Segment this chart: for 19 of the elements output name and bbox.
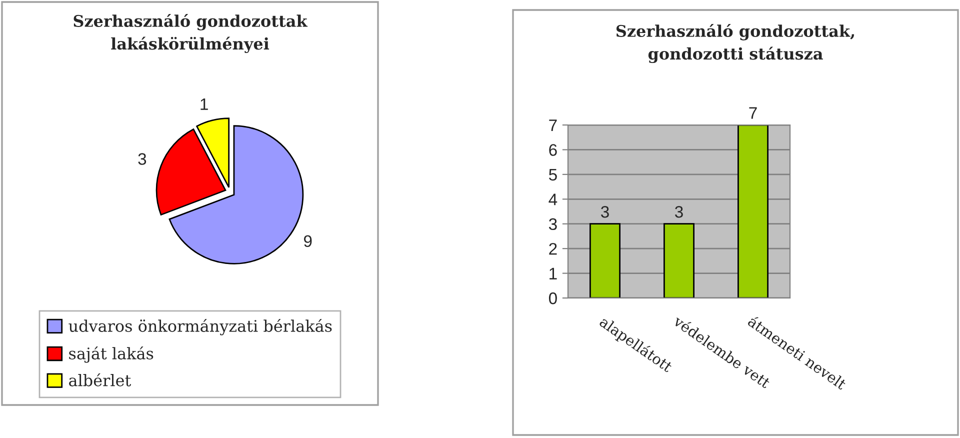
data-label: 7 <box>749 107 757 119</box>
y-tick-label: 3 <box>548 218 557 230</box>
y-tick-label: 2 <box>549 242 557 255</box>
data-label: 1 <box>200 98 208 110</box>
legend-label: albérlet <box>69 373 132 386</box>
data-label: 3 <box>675 206 683 218</box>
chart-title: Szerhasználó gondozottak, gondozotti státusza <box>616 24 854 64</box>
y-tick-label: 5 <box>548 169 557 181</box>
legend-label: udvaros önkormányzati bérlakás <box>68 318 332 336</box>
data-label: 9 <box>304 235 312 248</box>
data-label: 3 <box>601 206 609 218</box>
y-tick-label: 0 <box>548 292 557 304</box>
y-tick-label: 7 <box>549 120 557 132</box>
y-tick-label: 6 <box>549 144 557 156</box>
data-label: 3 <box>138 153 146 165</box>
chart-title: Szerhasználó gondozottak lakáskörülményei <box>74 14 308 54</box>
legend-label: saját lakás <box>69 346 154 363</box>
y-tick-label: 1 <box>550 268 557 280</box>
y-tick-label: 4 <box>548 194 558 206</box>
